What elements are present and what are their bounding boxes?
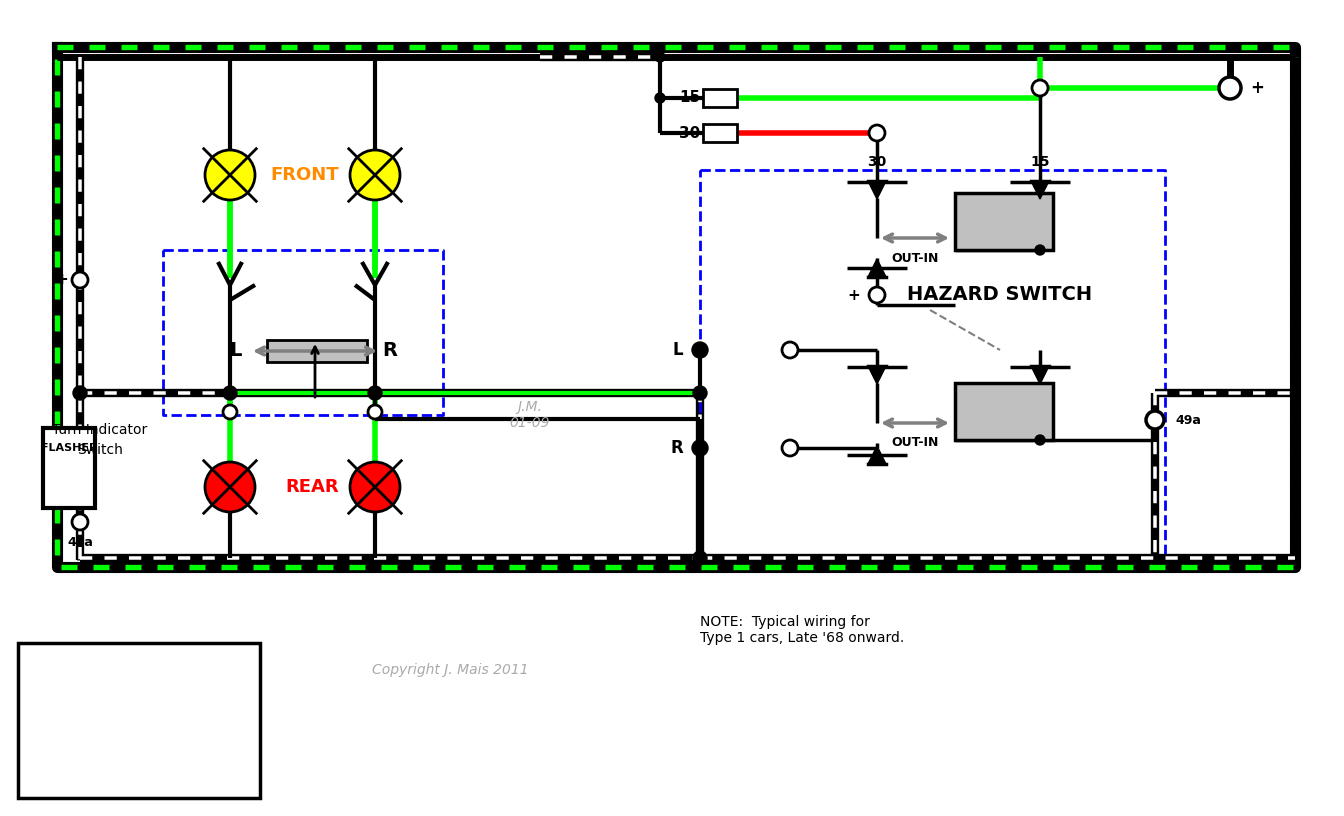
Text: Showing Hazard Sw: Showing Hazard Sw bbox=[54, 734, 223, 750]
Text: OUT-IN: OUT-IN bbox=[891, 437, 938, 450]
Circle shape bbox=[349, 150, 401, 200]
Bar bbox=[703, 124, 737, 142]
Polygon shape bbox=[868, 259, 886, 277]
Text: Diagram: Diagram bbox=[89, 696, 188, 716]
Text: 30: 30 bbox=[679, 126, 700, 140]
Text: Copyright J. Mais 2011: Copyright J. Mais 2011 bbox=[372, 663, 528, 677]
Circle shape bbox=[206, 150, 255, 200]
Text: +: + bbox=[55, 273, 69, 287]
Bar bbox=[43, 428, 95, 508]
Text: 30: 30 bbox=[867, 155, 887, 169]
Text: HAZARD SWITCH: HAZARD SWITCH bbox=[907, 286, 1093, 304]
Circle shape bbox=[368, 405, 382, 419]
Circle shape bbox=[870, 125, 884, 141]
Text: Turn Signal    (3-Wire): Turn Signal (3-Wire) bbox=[46, 664, 233, 680]
Circle shape bbox=[73, 272, 87, 288]
Text: +: + bbox=[1250, 79, 1263, 97]
Polygon shape bbox=[868, 446, 886, 464]
Bar bbox=[703, 89, 737, 107]
Text: R: R bbox=[671, 439, 683, 457]
Text: 15: 15 bbox=[1031, 155, 1050, 169]
Bar bbox=[267, 340, 367, 362]
Circle shape bbox=[655, 52, 665, 62]
Circle shape bbox=[73, 514, 87, 530]
Circle shape bbox=[1146, 411, 1164, 429]
Text: 49a: 49a bbox=[1175, 414, 1202, 427]
Bar bbox=[17, 643, 259, 798]
Circle shape bbox=[368, 386, 382, 400]
Circle shape bbox=[223, 386, 237, 400]
Text: FLASHER: FLASHER bbox=[40, 443, 97, 453]
Text: 49a: 49a bbox=[67, 535, 93, 548]
Circle shape bbox=[655, 93, 665, 103]
Text: Turn Indicator: Turn Indicator bbox=[52, 423, 148, 437]
Circle shape bbox=[692, 342, 708, 358]
Bar bbox=[956, 383, 1052, 440]
Circle shape bbox=[1032, 80, 1048, 96]
Circle shape bbox=[349, 462, 401, 512]
Circle shape bbox=[782, 342, 798, 358]
Polygon shape bbox=[1031, 181, 1050, 199]
Circle shape bbox=[223, 405, 237, 419]
Circle shape bbox=[694, 386, 707, 400]
Bar bbox=[956, 193, 1052, 250]
Text: OUT-IN: OUT-IN bbox=[891, 251, 938, 264]
Circle shape bbox=[73, 386, 87, 400]
Circle shape bbox=[694, 551, 707, 565]
Polygon shape bbox=[1031, 366, 1050, 384]
Circle shape bbox=[1035, 245, 1046, 255]
Circle shape bbox=[870, 287, 884, 303]
Circle shape bbox=[206, 462, 255, 512]
Circle shape bbox=[782, 440, 798, 456]
Text: L: L bbox=[228, 342, 241, 361]
Circle shape bbox=[1035, 435, 1046, 445]
Circle shape bbox=[692, 440, 708, 456]
Text: FRONT: FRONT bbox=[270, 166, 339, 184]
Text: NOTE:  Typical wiring for
Type 1 cars, Late '68 onward.: NOTE: Typical wiring for Type 1 cars, La… bbox=[700, 615, 905, 645]
Text: J.M.
01-09: J.M. 01-09 bbox=[509, 400, 550, 430]
Polygon shape bbox=[868, 181, 886, 199]
Text: R: R bbox=[383, 342, 398, 361]
Circle shape bbox=[1219, 77, 1241, 99]
Text: L: L bbox=[672, 341, 683, 359]
Polygon shape bbox=[868, 366, 886, 384]
Text: REAR: REAR bbox=[285, 478, 339, 496]
Text: 15: 15 bbox=[679, 91, 700, 105]
Text: +: + bbox=[847, 287, 860, 303]
Text: Switch: Switch bbox=[77, 443, 122, 457]
